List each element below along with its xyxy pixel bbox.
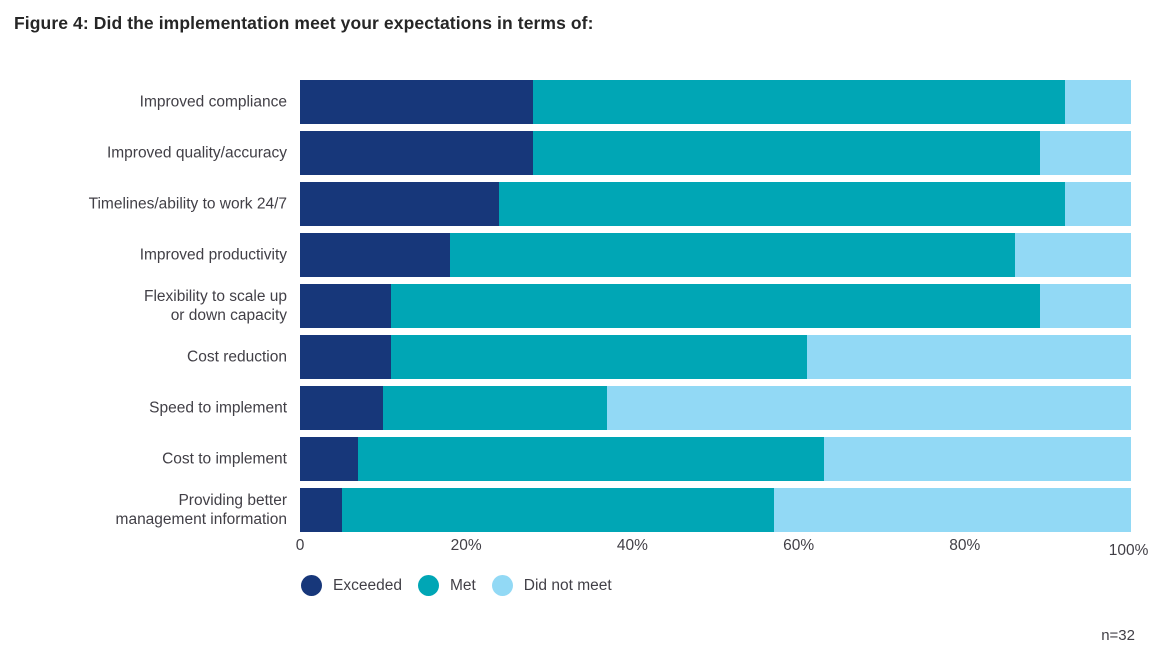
segment-did-not-meet: [823, 437, 1131, 481]
x-tick-label: 100%: [1108, 542, 1149, 559]
segment-did-not-meet: [607, 386, 1131, 430]
segment-exceeded: [300, 284, 392, 328]
bar-row-improved-productivity: Improved productivity: [140, 233, 1131, 277]
segment-exceeded: [300, 335, 392, 379]
category-label: Cost reduction: [187, 348, 287, 366]
segment-exceeded: [300, 80, 533, 124]
category-label: Improved compliance: [139, 93, 287, 111]
bar-row-improved-quality-accuracy: Improved quality/accuracy: [107, 131, 1131, 175]
segment-did-not-meet: [1039, 284, 1131, 328]
stacked-bar: [300, 488, 1131, 532]
segment-exceeded: [300, 437, 359, 481]
legend-swatch-exceeded: [301, 575, 322, 596]
bar-rows: Improved compliance Improved quality/accu…: [89, 80, 1131, 539]
bar-row-providing-better-management-information: Providing better management information: [116, 488, 1131, 532]
segment-did-not-meet: [773, 488, 1131, 532]
stacked-bar: [300, 284, 1131, 328]
bar-row-cost-to-implement: Cost to implement: [162, 437, 1131, 481]
stacked-bar: [300, 335, 1131, 379]
bar-row-timelines-ability-to-work-24-7: Timelines/ability to work 24/7: [89, 182, 1131, 226]
segment-met: [449, 233, 1015, 277]
x-tick-label: 80%: [949, 537, 981, 554]
x-tick-label: 60%: [783, 537, 815, 554]
segment-met: [532, 131, 1040, 175]
segment-exceeded: [300, 488, 342, 532]
segment-exceeded: [300, 131, 533, 175]
category-label: Improved productivity: [139, 246, 287, 264]
segment-exceeded: [300, 233, 450, 277]
category-label: Cost to implement: [162, 450, 287, 468]
category-label: Improved quality/accuracy: [106, 144, 287, 162]
stacked-bar: [300, 182, 1131, 226]
segment-exceeded: [300, 386, 384, 430]
segment-met: [499, 182, 1065, 226]
figure-title: Figure 4: Did the implementation meet yo…: [14, 13, 594, 33]
category-label: Speed to implement: [149, 399, 287, 417]
segment-met: [391, 335, 807, 379]
x-tick-label: 20%: [450, 537, 482, 554]
segment-did-not-meet: [1014, 233, 1131, 277]
category-label: Flexibility to scale up or down capacity: [143, 288, 287, 324]
bar-row-cost-reduction: Cost reduction: [187, 335, 1131, 379]
sample-size-note: n=32: [1101, 627, 1135, 644]
stacked-bar: [300, 233, 1131, 277]
bar-row-flexibility-to-scale-up-or-down-capacity: Flexibility to scale up or down capacity: [144, 284, 1131, 328]
segment-met: [391, 284, 1040, 328]
legend-item-exceeded: Exceeded: [301, 575, 402, 596]
segment-met: [383, 386, 608, 430]
category-label: Providing better management information: [115, 492, 287, 528]
legend-item-met: Met: [417, 575, 476, 596]
segment-did-not-meet: [806, 335, 1131, 379]
legend-label: Did not meet: [523, 576, 612, 594]
stacked-bar: [300, 386, 1131, 430]
segment-did-not-meet: [1064, 182, 1131, 226]
x-axis: 0 20% 40% 60% 80% 100%: [296, 537, 1149, 561]
stacked-bar: [300, 131, 1131, 175]
segment-met: [341, 488, 774, 532]
stacked-bar: [300, 437, 1131, 481]
segment-met: [358, 437, 824, 481]
segment-exceeded: [300, 182, 500, 226]
x-tick-label: 40%: [616, 537, 648, 554]
stacked-bar: [300, 80, 1131, 124]
legend-swatch-did-not-meet: [491, 575, 513, 596]
segment-met: [532, 80, 1065, 124]
segment-did-not-meet: [1064, 80, 1131, 124]
legend-label: Met: [449, 576, 476, 594]
segment-did-not-meet: [1039, 131, 1131, 175]
legend: Exceeded Met Did not meet: [301, 575, 612, 596]
x-tick-label: 0: [295, 537, 305, 554]
bar-row-improved-compliance: Improved compliance: [140, 80, 1131, 124]
legend-label: Exceeded: [333, 576, 402, 594]
legend-swatch-met: [417, 575, 439, 596]
bar-row-speed-to-implement: Speed to implement: [149, 386, 1131, 430]
legend-item-did-not-meet: Did not meet: [491, 575, 612, 596]
category-label: Timelines/ability to work 24/7: [88, 195, 287, 213]
